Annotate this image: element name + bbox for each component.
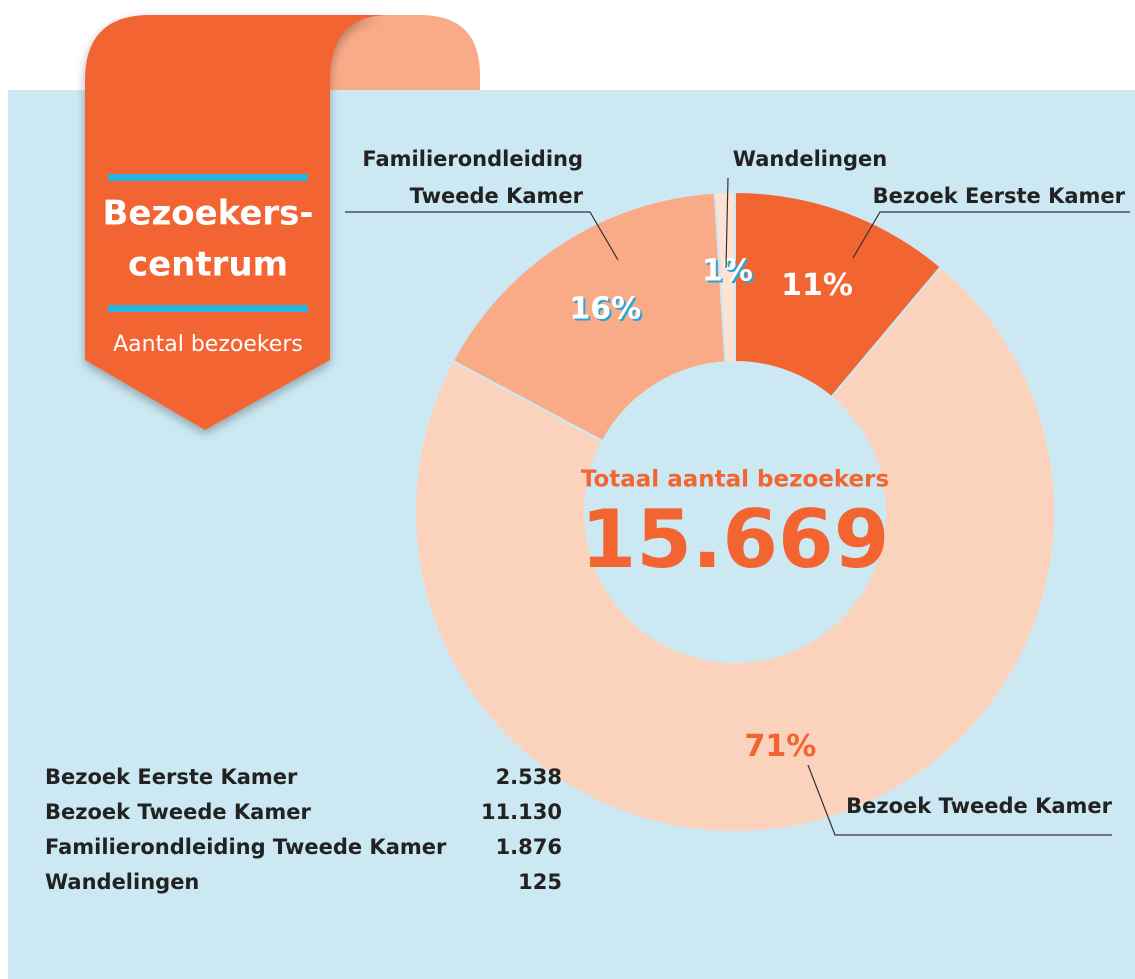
slice xyxy=(713,190,736,364)
table-value: 125 xyxy=(518,870,562,894)
table-label: Bezoek Tweede Kamer xyxy=(45,800,311,824)
table-label: Familierondleiding Tweede Kamer xyxy=(45,835,447,859)
banner-subtitle: Aantal bezoekers xyxy=(113,332,303,357)
banner-title: centrum xyxy=(128,245,288,285)
category-label: Wandelingen xyxy=(733,147,887,171)
value-label: 16% xyxy=(569,292,641,327)
banner-curl xyxy=(330,15,480,90)
banner xyxy=(85,15,390,430)
table-value: 11.130 xyxy=(481,800,562,824)
category-label: Familierondleiding xyxy=(362,147,583,171)
callout-line xyxy=(345,211,619,261)
banner-rule xyxy=(108,305,308,312)
slice xyxy=(451,191,727,443)
banner-rule xyxy=(108,174,308,181)
table-value: 2.538 xyxy=(496,765,562,789)
callout-line xyxy=(725,177,729,269)
table-label: Wandelingen xyxy=(45,870,199,894)
center-value: 15.669 xyxy=(581,493,890,586)
banner-title: Bezoekers- xyxy=(102,194,313,234)
category-label: Tweede Kamer xyxy=(410,184,584,208)
category-label: Bezoek Tweede Kamer xyxy=(846,794,1112,818)
callout-line xyxy=(852,211,1130,259)
category-label: Bezoek Eerste Kamer xyxy=(873,184,1126,208)
value-label: 71% xyxy=(745,729,817,764)
slice xyxy=(414,265,1056,833)
donut-chart: 11% 71% 16% 1% Bezoek Eerste Kamer Bezoek Twe… xyxy=(345,147,1130,836)
center-title: Totaal aantal bezoekers xyxy=(581,467,889,493)
table-label: Bezoek Eerste Kamer xyxy=(45,765,298,789)
callout-line xyxy=(807,764,1112,836)
value-label: 1% xyxy=(702,254,753,289)
value-label: 11% xyxy=(781,268,853,303)
table-value: 1.876 xyxy=(496,835,562,859)
table: Bezoek Eerste Kamer 2.538 Bezoek Tweede Ka… xyxy=(45,765,562,894)
